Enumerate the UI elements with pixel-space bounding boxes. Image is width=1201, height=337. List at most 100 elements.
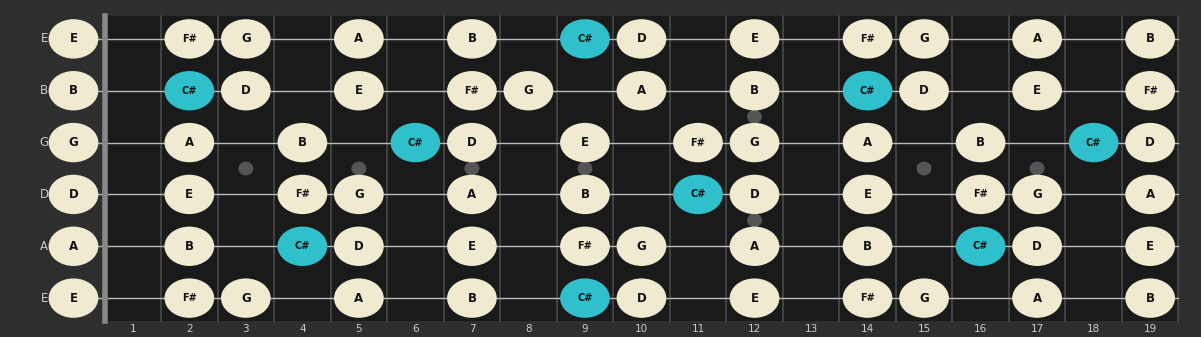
Ellipse shape [221, 71, 270, 111]
Text: A: A [185, 136, 193, 149]
Ellipse shape [1125, 175, 1175, 214]
Ellipse shape [447, 175, 497, 214]
Text: D: D [637, 292, 646, 305]
Text: E: E [864, 188, 872, 201]
Text: F#: F# [973, 189, 988, 200]
Text: E: E [751, 32, 759, 45]
Ellipse shape [165, 19, 214, 59]
Circle shape [239, 162, 252, 175]
Text: 7: 7 [468, 324, 476, 334]
Ellipse shape [1125, 123, 1175, 162]
Text: C#: C# [578, 293, 592, 303]
Text: F#: F# [183, 34, 197, 44]
Text: C#: C# [973, 241, 988, 251]
Text: B: B [467, 292, 477, 305]
Text: G: G [749, 136, 759, 149]
Text: 18: 18 [1087, 324, 1100, 334]
Text: 17: 17 [1030, 324, 1044, 334]
Ellipse shape [616, 226, 667, 266]
Text: 9: 9 [581, 324, 588, 334]
Text: E: E [41, 32, 48, 45]
Text: E: E [468, 240, 476, 253]
Ellipse shape [843, 278, 892, 318]
Text: D: D [467, 136, 477, 149]
Ellipse shape [560, 278, 610, 318]
Ellipse shape [447, 123, 497, 162]
Ellipse shape [1012, 278, 1062, 318]
Text: C#: C# [407, 137, 423, 148]
Text: 12: 12 [748, 324, 761, 334]
Text: G: G [68, 136, 78, 149]
Text: 4: 4 [299, 324, 306, 334]
Text: C#: C# [294, 241, 310, 251]
Text: B: B [68, 84, 78, 97]
Ellipse shape [616, 278, 667, 318]
Ellipse shape [956, 175, 1005, 214]
Ellipse shape [900, 19, 949, 59]
Text: G: G [524, 84, 533, 97]
Text: B: B [976, 136, 985, 149]
Ellipse shape [730, 278, 779, 318]
Text: 11: 11 [692, 324, 705, 334]
Ellipse shape [673, 175, 723, 214]
Text: A: A [467, 188, 477, 201]
Text: A: A [1033, 292, 1041, 305]
Ellipse shape [673, 123, 723, 162]
Text: C#: C# [181, 86, 197, 96]
Text: 6: 6 [412, 324, 419, 334]
Text: E: E [581, 136, 588, 149]
Ellipse shape [447, 278, 497, 318]
Text: A: A [749, 240, 759, 253]
Ellipse shape [1125, 19, 1175, 59]
Text: D: D [40, 188, 49, 201]
FancyBboxPatch shape [104, 16, 1178, 321]
Text: C#: C# [1086, 137, 1101, 148]
Ellipse shape [277, 123, 327, 162]
Text: D: D [354, 240, 364, 253]
Text: F#: F# [183, 293, 197, 303]
Ellipse shape [165, 278, 214, 318]
Text: F#: F# [578, 241, 592, 251]
Ellipse shape [334, 278, 384, 318]
Text: F#: F# [295, 189, 310, 200]
Text: G: G [919, 32, 928, 45]
Text: G: G [1032, 188, 1042, 201]
Text: E: E [70, 32, 78, 45]
Ellipse shape [616, 19, 667, 59]
Text: C#: C# [578, 34, 592, 44]
Text: B: B [580, 188, 590, 201]
Ellipse shape [503, 71, 554, 111]
Text: E: E [70, 292, 78, 305]
Ellipse shape [843, 71, 892, 111]
Ellipse shape [616, 71, 667, 111]
Ellipse shape [560, 226, 610, 266]
Ellipse shape [956, 226, 1005, 266]
Ellipse shape [730, 226, 779, 266]
Ellipse shape [560, 19, 610, 59]
Ellipse shape [48, 278, 98, 318]
Text: B: B [467, 32, 477, 45]
Ellipse shape [900, 278, 949, 318]
Ellipse shape [221, 278, 270, 318]
Text: D: D [1146, 136, 1155, 149]
Text: B: B [1146, 32, 1154, 45]
Ellipse shape [48, 226, 98, 266]
Ellipse shape [48, 123, 98, 162]
Ellipse shape [447, 71, 497, 111]
Ellipse shape [447, 19, 497, 59]
Text: F#: F# [860, 293, 874, 303]
Ellipse shape [221, 19, 270, 59]
Ellipse shape [334, 175, 384, 214]
Text: E: E [751, 292, 759, 305]
Ellipse shape [390, 123, 441, 162]
Text: A: A [354, 32, 364, 45]
Text: G: G [354, 188, 364, 201]
Ellipse shape [165, 226, 214, 266]
Ellipse shape [730, 175, 779, 214]
Text: 19: 19 [1143, 324, 1157, 334]
Circle shape [465, 162, 479, 175]
Text: D: D [749, 188, 759, 201]
Ellipse shape [560, 123, 610, 162]
Ellipse shape [730, 19, 779, 59]
Ellipse shape [48, 19, 98, 59]
